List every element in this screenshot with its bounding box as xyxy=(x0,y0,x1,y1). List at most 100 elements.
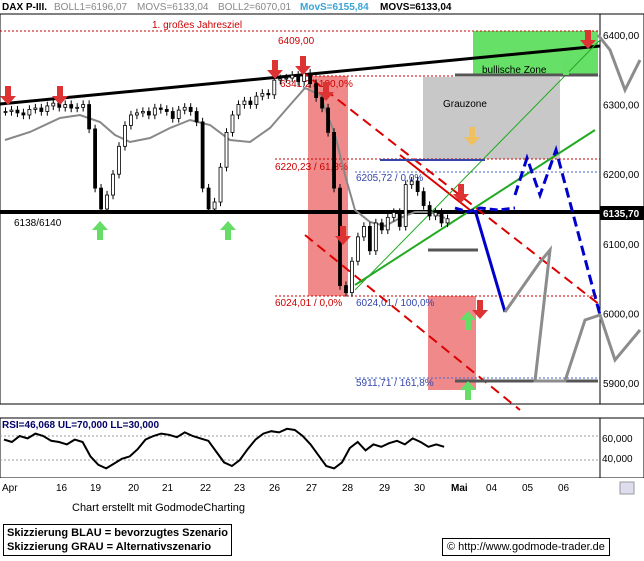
red-channel-solid xyxy=(399,154,471,211)
level-5911-label: 5911,71 / 161,8% xyxy=(356,378,434,389)
y-tick-label: 6000,00 xyxy=(603,309,640,320)
candle-body xyxy=(170,111,175,119)
candle-body xyxy=(427,205,432,217)
scenario-legend: Skizzierung BLAU = bevorzugtes Szenario … xyxy=(3,524,232,556)
candle-body xyxy=(373,222,378,252)
header-movs2: MovS=6155,84 xyxy=(300,2,369,13)
legend-blue: Skizzierung BLAU = bevorzugtes Szenario xyxy=(7,527,228,539)
candle-body xyxy=(224,131,229,168)
candle-body xyxy=(326,107,330,133)
candle-body xyxy=(152,107,157,116)
x-tick-label: 05 xyxy=(522,483,534,494)
candle-body xyxy=(182,106,187,111)
arrow-down-icon xyxy=(52,86,68,105)
scroll-button[interactable] xyxy=(619,481,635,495)
candle-body xyxy=(51,102,56,107)
candle-body xyxy=(158,107,163,110)
candle-body xyxy=(379,222,384,231)
x-tick-label: 04 xyxy=(486,483,498,494)
price-candles xyxy=(3,69,450,297)
arrow-up-icon xyxy=(460,381,476,400)
arrow-down-icon xyxy=(335,226,351,245)
rsi-tick-60: 60,000 xyxy=(602,434,633,445)
candle-body xyxy=(290,74,295,79)
grey-scenario-top xyxy=(596,34,642,94)
candle-body xyxy=(218,166,223,203)
current-price-label: 6135,70 xyxy=(603,209,640,220)
signal-arrows xyxy=(0,30,596,400)
y-tick-label: 6100,00 xyxy=(603,240,640,251)
candle-body xyxy=(385,216,390,231)
x-axis-panel xyxy=(0,478,644,494)
arrow-down-icon xyxy=(472,300,488,319)
candle-body xyxy=(69,104,74,109)
candle-body xyxy=(266,92,271,96)
candle-body xyxy=(117,145,121,175)
candle-body xyxy=(75,106,80,109)
header-symbol: DAX P-III. xyxy=(2,2,47,13)
candle-body xyxy=(135,112,139,116)
candle-body xyxy=(140,111,145,114)
candle-body xyxy=(236,104,241,116)
candle-body xyxy=(93,128,97,189)
x-tick-label: 21 xyxy=(162,483,174,494)
rsi-line xyxy=(3,427,445,470)
candle-body xyxy=(445,218,450,224)
legend-grey: Skizzierung GRAU = Alternativszenario xyxy=(7,541,212,553)
candle-body xyxy=(45,105,50,112)
bullish-zone-label: bullische Zone xyxy=(482,65,547,76)
candle-body xyxy=(188,106,193,112)
candle-body xyxy=(278,78,283,81)
candle-body xyxy=(344,285,348,293)
candle-body xyxy=(350,260,354,293)
candle-body xyxy=(81,104,86,108)
arrow-down-icon xyxy=(453,184,469,203)
candle-body xyxy=(3,111,8,113)
y-axis-ticks: 5900,00 6000,00 6100,00 6200,00 6300,00 6400,… xyxy=(603,31,640,390)
candle-body xyxy=(129,114,133,126)
candle-body xyxy=(123,125,127,147)
candle-body xyxy=(63,104,68,108)
x-tick-label: 29 xyxy=(379,483,391,494)
candle-body xyxy=(105,194,109,210)
header-boll2: BOLL2=6070,01 xyxy=(218,2,292,13)
x-tick-label: 06 xyxy=(558,483,570,494)
arrow-down-icon xyxy=(0,86,16,105)
candle-body xyxy=(367,226,372,252)
level-6220-label: 6220,23 / 61,8% xyxy=(275,162,348,173)
candle-body xyxy=(164,109,169,112)
x-tick-label: 19 xyxy=(90,483,102,494)
candle-body xyxy=(39,107,44,112)
candle-body xyxy=(206,187,211,210)
x-tick-label: 23 xyxy=(234,483,246,494)
candle-body xyxy=(176,109,181,119)
x-tick-label: 16 xyxy=(56,483,68,494)
level-6205-label: 6205,72 / 0,0% xyxy=(356,173,423,184)
candle-body xyxy=(27,109,32,116)
candle-body xyxy=(242,100,247,105)
candle-body xyxy=(397,212,402,227)
candle-body xyxy=(332,131,336,189)
candle-body xyxy=(111,173,115,196)
y-tick-label: 6300,00 xyxy=(603,101,640,112)
candle-body xyxy=(146,111,151,116)
candle-body xyxy=(99,187,103,210)
header-boll1: BOLL1=6196,07 xyxy=(54,2,128,13)
candle-body xyxy=(296,74,301,82)
y-tick-label: 5900,00 xyxy=(603,379,640,390)
header-movs3: MOVS=6133,04 xyxy=(380,2,452,13)
level-6024b-label: 6024,01 / 100,0% xyxy=(356,298,435,309)
red-zone-right xyxy=(428,296,476,390)
candle-body xyxy=(87,104,92,130)
x-axis-ticks: Apr 16 19 20 21 22 23 26 27 28 29 30 Mai 04 05 06 xyxy=(2,483,570,494)
x-tick-label: Mai xyxy=(451,483,468,494)
rsi-title: RSI=46,068 UL=70,000 LL=30,000 xyxy=(2,420,159,431)
candle-body xyxy=(200,121,205,189)
y-tick-label: 6200,00 xyxy=(603,170,640,181)
y-tick-label: 6400,00 xyxy=(603,31,640,42)
candle-body xyxy=(361,226,366,238)
x-tick-label: 28 xyxy=(342,483,354,494)
source-url[interactable]: © http://www.godmode-trader.de xyxy=(442,538,610,556)
rsi-tick-40: 40,000 xyxy=(602,454,633,465)
